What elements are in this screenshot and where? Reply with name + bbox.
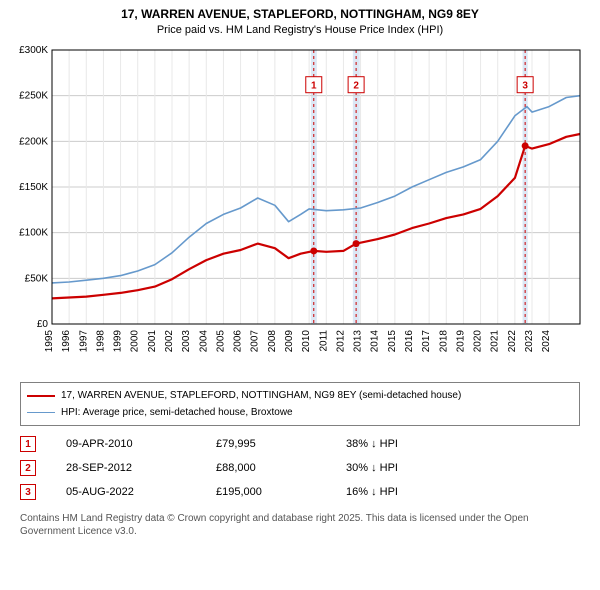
svg-text:1999: 1999 bbox=[113, 330, 124, 353]
svg-text:2020: 2020 bbox=[473, 330, 484, 353]
sale-markers-table: 1 09-APR-2010 £79,995 38% ↓ HPI 2 28-SEP-2012… bbox=[20, 432, 580, 504]
svg-text:2014: 2014 bbox=[370, 330, 381, 353]
svg-text:2005: 2005 bbox=[215, 330, 226, 353]
svg-text:2007: 2007 bbox=[250, 330, 261, 353]
marker-date: 05-AUG-2022 bbox=[66, 486, 186, 498]
marker-delta: 38% ↓ HPI bbox=[346, 438, 398, 450]
svg-text:2013: 2013 bbox=[353, 330, 364, 353]
svg-text:2011: 2011 bbox=[318, 330, 329, 352]
svg-text:2008: 2008 bbox=[267, 330, 278, 353]
svg-text:2004: 2004 bbox=[198, 330, 209, 353]
svg-text:1996: 1996 bbox=[61, 330, 72, 353]
marker-date: 09-APR-2010 bbox=[66, 438, 186, 450]
legend-item: 17, WARREN AVENUE, STAPLEFORD, NOTTINGHA… bbox=[27, 387, 573, 404]
chart-title-line1: 17, WARREN AVENUE, STAPLEFORD, NOTTINGHA… bbox=[0, 0, 600, 24]
svg-text:£150K: £150K bbox=[19, 182, 48, 193]
svg-text:2019: 2019 bbox=[455, 330, 466, 353]
marker-badge: 2 bbox=[20, 460, 36, 476]
svg-text:2002: 2002 bbox=[164, 330, 175, 353]
marker-price: £195,000 bbox=[216, 486, 316, 498]
svg-text:£250K: £250K bbox=[19, 91, 48, 102]
marker-row: 2 28-SEP-2012 £88,000 30% ↓ HPI bbox=[20, 456, 580, 480]
attribution-text: Contains HM Land Registry data © Crown c… bbox=[20, 512, 580, 538]
marker-delta: 30% ↓ HPI bbox=[346, 462, 398, 474]
svg-text:3: 3 bbox=[522, 81, 528, 92]
svg-text:2012: 2012 bbox=[335, 330, 346, 353]
marker-date: 28-SEP-2012 bbox=[66, 462, 186, 474]
svg-text:£200K: £200K bbox=[19, 137, 48, 148]
marker-row: 3 05-AUG-2022 £195,000 16% ↓ HPI bbox=[20, 480, 580, 504]
svg-text:2: 2 bbox=[353, 81, 359, 92]
legend: 17, WARREN AVENUE, STAPLEFORD, NOTTINGHA… bbox=[20, 382, 580, 426]
marker-badge: 3 bbox=[20, 484, 36, 500]
svg-text:2000: 2000 bbox=[130, 330, 141, 353]
legend-swatch bbox=[27, 395, 55, 397]
svg-text:2006: 2006 bbox=[233, 330, 244, 353]
svg-text:£50K: £50K bbox=[25, 274, 49, 285]
marker-price: £79,995 bbox=[216, 438, 316, 450]
svg-text:2017: 2017 bbox=[421, 330, 432, 353]
marker-badge: 1 bbox=[20, 436, 36, 452]
line-chart: £0 £50K £100K £150K £200K £250K £300K 1995 1996 1… bbox=[10, 42, 590, 372]
legend-item: HPI: Average price, semi-detached house,… bbox=[27, 404, 573, 421]
svg-text:2009: 2009 bbox=[284, 330, 295, 353]
legend-label: 17, WARREN AVENUE, STAPLEFORD, NOTTINGHA… bbox=[61, 388, 461, 403]
svg-text:2022: 2022 bbox=[507, 330, 518, 353]
legend-label: HPI: Average price, semi-detached house,… bbox=[61, 405, 293, 420]
svg-text:1: 1 bbox=[311, 81, 317, 92]
svg-text:£100K: £100K bbox=[19, 228, 48, 239]
svg-text:£0: £0 bbox=[37, 319, 49, 330]
marker-delta: 16% ↓ HPI bbox=[346, 486, 398, 498]
svg-text:2003: 2003 bbox=[181, 330, 192, 353]
svg-text:2001: 2001 bbox=[147, 330, 158, 353]
svg-text:2023: 2023 bbox=[524, 330, 535, 353]
svg-text:2015: 2015 bbox=[387, 330, 398, 353]
svg-text:1997: 1997 bbox=[78, 330, 89, 353]
legend-swatch bbox=[27, 412, 55, 413]
svg-text:2024: 2024 bbox=[541, 330, 552, 353]
marker-row: 1 09-APR-2010 £79,995 38% ↓ HPI bbox=[20, 432, 580, 456]
svg-text:1995: 1995 bbox=[44, 330, 55, 353]
svg-text:2016: 2016 bbox=[404, 330, 415, 353]
marker-price: £88,000 bbox=[216, 462, 316, 474]
svg-text:£300K: £300K bbox=[19, 45, 48, 56]
chart-title-line2: Price paid vs. HM Land Registry's House … bbox=[0, 24, 600, 42]
chart-svg: £0 £50K £100K £150K £200K £250K £300K 1995 1996 1… bbox=[10, 42, 590, 372]
svg-text:2010: 2010 bbox=[301, 330, 312, 353]
svg-text:1998: 1998 bbox=[95, 330, 106, 353]
svg-text:2018: 2018 bbox=[438, 330, 449, 353]
svg-text:2021: 2021 bbox=[490, 330, 501, 353]
